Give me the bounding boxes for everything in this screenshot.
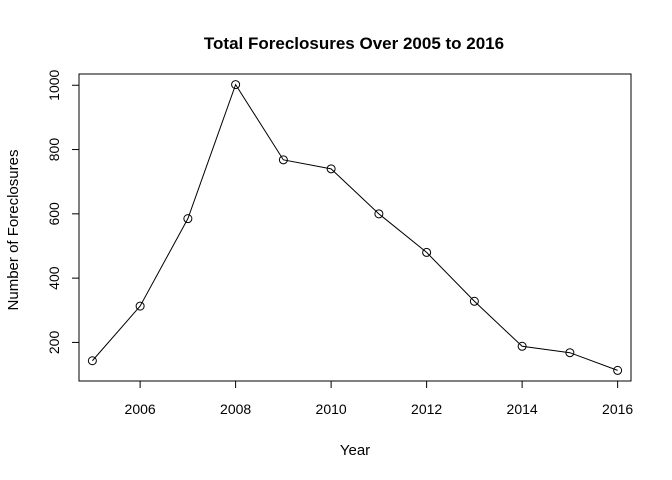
data-point xyxy=(374,209,384,219)
x-tick-label: 2010 xyxy=(316,401,347,417)
data-points xyxy=(87,80,623,375)
x-tick-label: 2016 xyxy=(602,401,633,417)
data-point xyxy=(135,301,145,311)
y-axis: 200 400 600 800 1000 xyxy=(46,69,80,355)
data-point xyxy=(326,164,336,174)
data-point xyxy=(613,365,623,375)
data-point xyxy=(278,155,288,165)
data-point xyxy=(87,356,97,366)
x-tick-label: 2006 xyxy=(125,401,156,417)
y-tick-label: 800 xyxy=(46,138,62,162)
y-tick-label: 600 xyxy=(46,202,62,226)
x-tick-label: 2012 xyxy=(411,401,442,417)
x-axis-label: Year xyxy=(340,442,370,459)
data-point xyxy=(565,348,575,358)
y-axis-label: Number of Foreclosures xyxy=(5,150,22,311)
y-tick-label: 200 xyxy=(46,331,62,355)
x-axis: 2006 2008 2010 2012 2014 2016 xyxy=(125,380,633,417)
data-point xyxy=(422,247,432,257)
x-tick-label: 2008 xyxy=(220,401,251,417)
data-point xyxy=(231,80,241,90)
series-line xyxy=(91,83,618,371)
y-tick-label: 400 xyxy=(46,266,62,290)
y-tick-label: 1000 xyxy=(46,69,62,100)
data-point xyxy=(517,341,527,351)
data-point xyxy=(183,214,193,224)
plot-area-frame xyxy=(78,73,632,382)
x-tick-label: 2014 xyxy=(507,401,538,417)
chart-title: Total Foreclosures Over 2005 to 2016 xyxy=(204,34,504,53)
data-point xyxy=(469,296,479,306)
